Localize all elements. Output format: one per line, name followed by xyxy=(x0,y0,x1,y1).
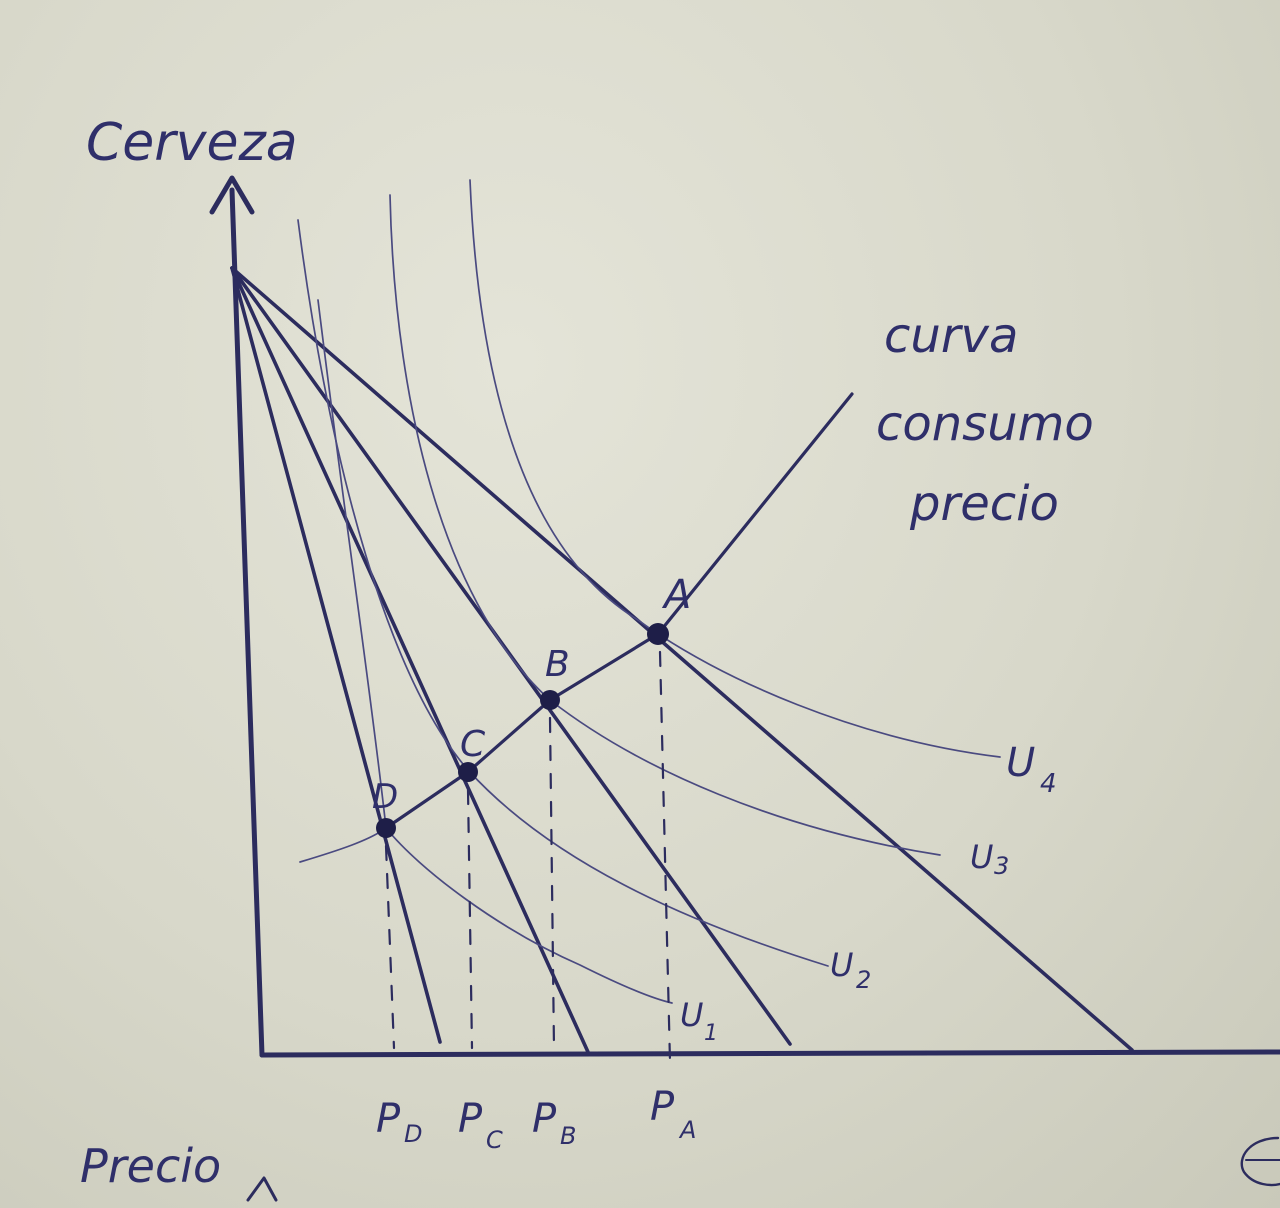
curve-label-line3: precio xyxy=(909,476,1059,532)
curve-label-line2: consumo xyxy=(876,396,1094,452)
price-tick-pd: P D xyxy=(376,1096,422,1148)
price-tick-pa-sub: A xyxy=(678,1116,696,1144)
y-axis xyxy=(229,187,265,1058)
point-d-marker xyxy=(376,818,396,838)
curve-label-u3-main: U xyxy=(970,838,993,876)
indifference-curve-u2 xyxy=(297,219,829,967)
price-tick-pa-main: P xyxy=(650,1084,675,1130)
curve-label-u2-sub: 2 xyxy=(856,966,871,994)
point-b-marker xyxy=(540,690,560,710)
curve-label-u4-main: U xyxy=(1006,740,1035,786)
curve-label-u1-main: U xyxy=(680,996,703,1034)
curve-label-u2-main: U xyxy=(830,946,853,984)
y-axis-label: Cerveza xyxy=(86,113,298,173)
price-tick-pb-sub: B xyxy=(560,1122,576,1150)
price-tick-pc: P C xyxy=(458,1096,503,1154)
curve-label-u4: U 4 xyxy=(1006,740,1057,799)
indifference-curve-u1-upper xyxy=(317,299,387,829)
curve-label-line1: curva xyxy=(884,308,1018,364)
point-d-label: D xyxy=(372,777,398,817)
guide-pa xyxy=(658,650,672,1064)
price-tick-pa: P A xyxy=(650,1084,696,1144)
point-c-marker xyxy=(458,762,478,782)
y-axis-arrow xyxy=(209,175,255,215)
guide-pb xyxy=(548,716,556,1050)
curve-label-u1: U 1 xyxy=(680,996,718,1046)
point-c-label: C xyxy=(460,724,486,765)
budget-line-a xyxy=(230,266,1134,1052)
budget-line-c xyxy=(230,266,590,1054)
curve-label-u4-sub: 4 xyxy=(1040,769,1057,799)
price-tick-pc-sub: C xyxy=(486,1126,503,1154)
x-axis-label: Precio xyxy=(80,1139,221,1193)
indifference-curve-u4 xyxy=(469,179,1001,758)
guide-pd xyxy=(384,844,396,1050)
point-a-label: A xyxy=(661,572,691,618)
edge-scribble xyxy=(1240,1136,1280,1187)
curve-label-u3-sub: 3 xyxy=(994,852,1009,880)
point-b-label: B xyxy=(545,644,570,685)
budget-line-d xyxy=(230,266,442,1044)
curve-label-u3: U 3 xyxy=(970,838,1009,880)
curve-label-u2: U 2 xyxy=(830,946,871,994)
indifference-curve-u1 xyxy=(299,827,673,1004)
price-tick-pb: P B xyxy=(532,1096,576,1150)
price-tick-pc-main: P xyxy=(458,1096,483,1142)
price-tick-pd-sub: D xyxy=(404,1120,422,1148)
x-axis-label-arrow xyxy=(246,1176,278,1202)
curve-label-u1-sub: 1 xyxy=(704,1021,718,1046)
point-a-marker xyxy=(647,623,669,645)
guide-pc xyxy=(466,788,474,1050)
price-tick-pb-main: P xyxy=(532,1096,557,1142)
x-axis xyxy=(259,1049,1280,1058)
price-tick-pd-main: P xyxy=(376,1096,401,1142)
